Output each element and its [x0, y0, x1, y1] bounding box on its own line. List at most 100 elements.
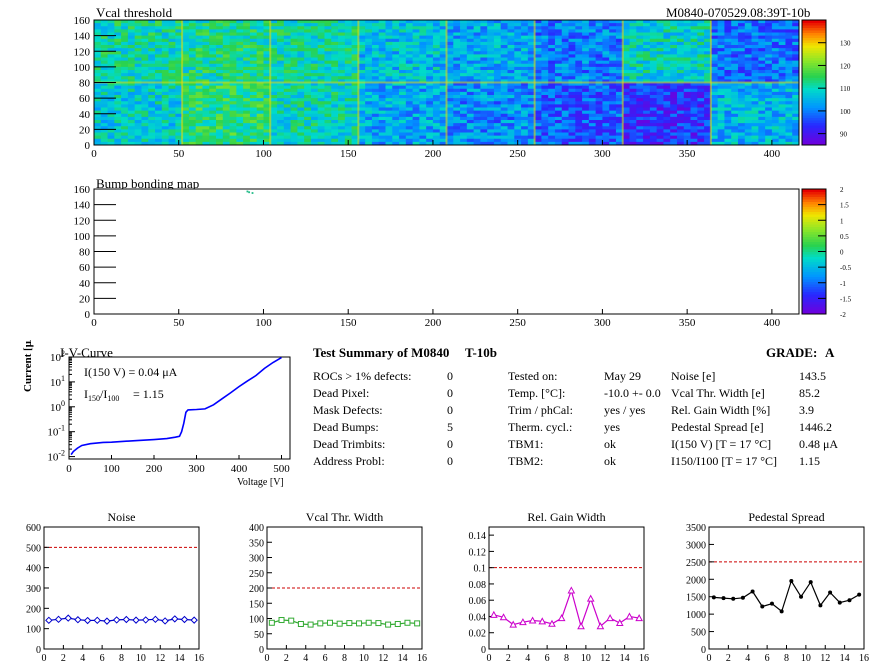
vcal-cell — [317, 45, 325, 49]
vcal-cell — [331, 23, 339, 27]
vcal-cell — [432, 20, 441, 24]
vcal-cell — [182, 57, 190, 62]
vcal-cell — [615, 48, 624, 52]
vcal-cell — [195, 20, 203, 24]
vcal-cell — [724, 51, 732, 55]
roc-chart-point — [317, 620, 324, 627]
vcal-cell — [568, 32, 576, 37]
vcal-cell — [358, 129, 366, 133]
vcal-cell — [636, 82, 644, 87]
vcal-cell — [785, 20, 793, 24]
vcal-cell — [371, 107, 380, 112]
vcal-cell — [263, 23, 271, 27]
vcal-cell — [439, 104, 447, 108]
vcal-cell — [758, 73, 766, 77]
vcal-cell — [751, 116, 759, 121]
bump-colorbar-label: -1.5 — [840, 295, 852, 303]
vcal-cell — [277, 135, 285, 140]
vcal-cell — [656, 135, 664, 140]
vcal-cell — [236, 79, 244, 83]
vcal-cell — [195, 23, 203, 27]
vcal-cell — [310, 129, 319, 133]
vcal-cell — [541, 88, 549, 93]
vcal-cell — [121, 70, 129, 74]
vcal-cell — [392, 101, 400, 105]
vcal-cell — [521, 79, 529, 83]
vcal-cell — [127, 70, 136, 74]
vcal-cell — [717, 98, 725, 102]
vcal-cell — [663, 107, 671, 112]
vcal-cell — [426, 41, 434, 46]
vcal-cell — [419, 98, 427, 102]
vcal-cell — [527, 63, 536, 68]
vcal-cell — [588, 104, 597, 108]
vcal-cell — [595, 123, 603, 127]
vcal-cell — [175, 76, 183, 80]
vcal-cell — [561, 20, 569, 24]
vcal-cell — [500, 85, 508, 90]
vcal-cell — [595, 20, 603, 24]
vcal-cell — [297, 132, 305, 137]
vcal-cell — [385, 57, 393, 62]
vcal-cell — [758, 51, 766, 55]
vcal-cell — [636, 116, 644, 121]
vcal-cell — [290, 26, 298, 30]
vcal-cell — [609, 60, 617, 65]
vcal-cell — [758, 57, 766, 62]
vcal-cell — [229, 104, 237, 108]
vcal-cell — [270, 138, 278, 143]
vcal-cell — [690, 51, 698, 55]
vcal-cell — [473, 57, 481, 62]
vcal-cell — [500, 82, 508, 87]
vcal-cell — [277, 54, 285, 58]
vcal-cell — [249, 132, 258, 137]
vcal-cell — [500, 120, 508, 124]
vcal-cell — [378, 141, 386, 146]
vcal-cell — [426, 26, 434, 30]
vcal-cell — [527, 38, 536, 43]
bump-colorbar-band — [802, 199, 826, 202]
vcal-cell — [365, 38, 373, 43]
vcal-cell — [500, 45, 508, 49]
vcal-cell — [317, 95, 325, 99]
vcal-cell — [602, 98, 610, 102]
vcal-cell — [663, 70, 671, 74]
vcal-cell — [737, 60, 746, 65]
vcal-cell — [283, 116, 291, 121]
vcal-cell — [351, 110, 359, 115]
vcal-cell — [568, 29, 576, 33]
vcal-cell — [290, 35, 298, 40]
vcal-cell — [683, 132, 691, 137]
vcal-cell — [426, 88, 434, 93]
vcal-cell — [588, 107, 597, 112]
vcal-cell — [114, 110, 122, 115]
vcal-cell — [121, 129, 129, 133]
vcal-colorbar-band — [802, 97, 826, 101]
vcal-cell — [629, 135, 637, 140]
vcal-cell — [324, 138, 332, 143]
vcal-cell — [792, 132, 800, 137]
vcal-cell — [744, 126, 752, 130]
vcal-cell — [317, 120, 325, 124]
vcal-cell — [317, 73, 325, 77]
vcal-cell — [324, 79, 332, 83]
vcal-cell — [290, 98, 298, 102]
vcal-cell — [744, 135, 752, 140]
vcal-cell — [338, 23, 346, 27]
vcal-cell — [94, 63, 102, 68]
vcal-cell — [107, 20, 115, 24]
vcal-cell — [338, 32, 346, 37]
vcal-cell — [500, 132, 508, 137]
vcal-cell — [737, 116, 746, 121]
vcal-cell — [161, 101, 169, 105]
vcal-cell — [283, 35, 291, 40]
vcal-cell — [283, 23, 291, 27]
vcal-cell — [534, 66, 542, 71]
vcal-cell — [649, 82, 658, 87]
vcal-cell — [690, 110, 698, 115]
vcal-colorbar-label: 90 — [840, 131, 848, 139]
vcal-cell — [358, 38, 366, 43]
vcal-cell — [595, 141, 603, 146]
vcal-cell — [636, 91, 644, 96]
